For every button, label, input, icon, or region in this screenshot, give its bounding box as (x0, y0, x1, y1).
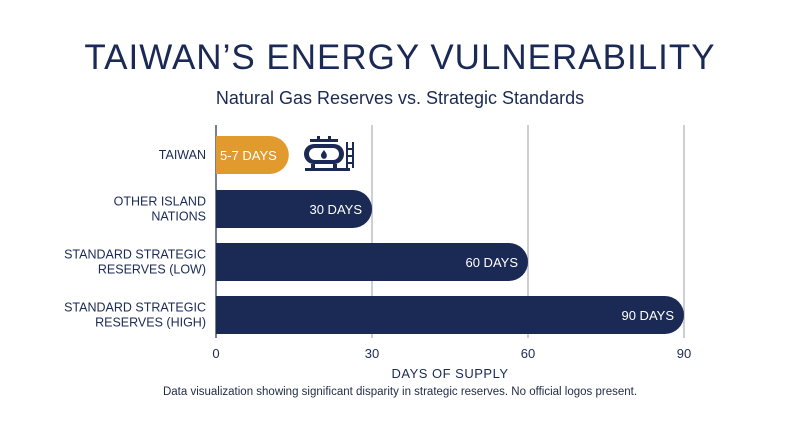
bars: 5-7 DAYS 30 DAYS 60 DAYS 90 DAYS (216, 136, 684, 334)
x-tick-label: 0 (212, 346, 219, 361)
bar-data-label: 90 DAYS (621, 308, 674, 323)
x-tick-labels: 0 30 60 90 (212, 346, 691, 361)
footnote: Data visualization showing significant d… (162, 386, 638, 398)
x-axis-title: DAYS OF SUPPLY (391, 366, 508, 381)
bar (216, 243, 528, 281)
gas-tank-icon (304, 136, 354, 171)
x-tick-label: 60 (521, 346, 535, 361)
category-label: OTHER ISLAND (114, 195, 206, 209)
category-label: NATIONS (151, 210, 206, 224)
category-label: TAIWAN (159, 148, 206, 162)
bar-data-label: 60 DAYS (465, 255, 518, 270)
category-label: STANDARD STRATEGIC (64, 248, 206, 262)
x-tick-label: 90 (677, 346, 691, 361)
chart-title: TAIWAN’S ENERGY VULNERABILITY (84, 38, 716, 77)
bar (216, 136, 289, 174)
bar (216, 190, 372, 228)
category-label: RESERVES (LOW) (98, 263, 206, 277)
bar-data-label: 5-7 DAYS (220, 148, 277, 163)
category-label: RESERVES (HIGH) (95, 316, 206, 330)
bar (216, 296, 684, 334)
category-label: STANDARD STRATEGIC (64, 301, 206, 315)
bar-data-label: 30 DAYS (309, 202, 362, 217)
x-tick-label: 30 (365, 346, 379, 361)
chart-subtitle: Natural Gas Reserves vs. Strategic Stand… (215, 88, 585, 108)
